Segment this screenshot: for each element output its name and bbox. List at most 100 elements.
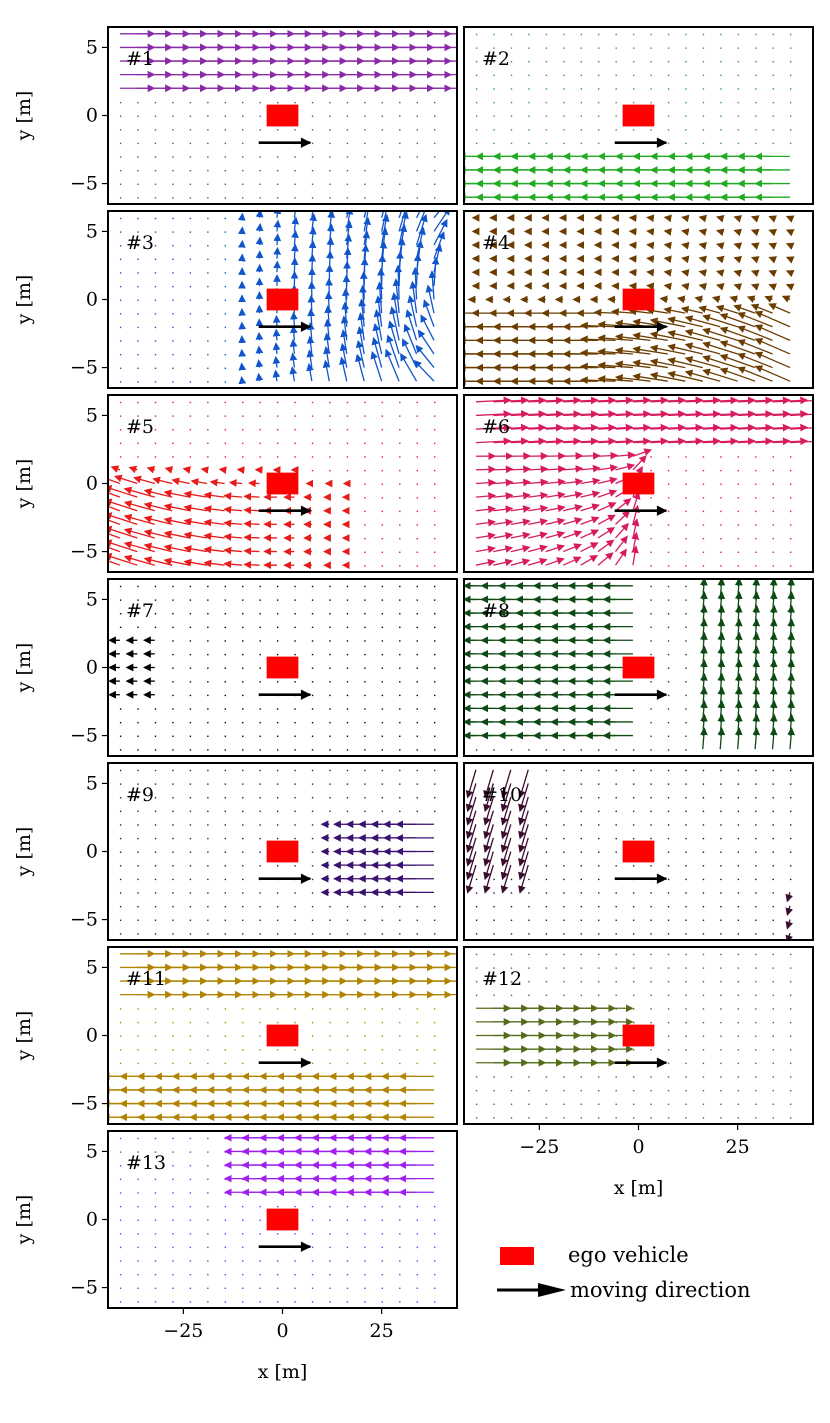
panel-3-arrow-197 [372,322,383,355]
panel-6-arrow-61 [545,437,582,446]
panel-6-arrow-128 [632,410,669,418]
panel-13-dot-57 [189,1233,192,1235]
panel-9-dot-167 [329,783,331,785]
panel-12-dot-225 [772,1062,774,1065]
panel-3-arrow-246 [433,211,441,219]
panel-12-dot-197 [737,1089,740,1092]
panel-3-arrow-233 [415,211,421,219]
panel-7-dot-143 [311,749,314,751]
panel-9-dot-25 [137,769,139,772]
panel-7-dot-9 [119,626,122,629]
panel-10-dot-58 [545,851,548,853]
x-tick-label: −25 [163,1320,203,1342]
panel-8-arrow-244 [787,591,796,614]
panel-7-dot-137 [294,653,296,656]
panel-1-dot-119 [276,169,279,172]
panel-2-dot-242 [789,88,792,90]
panel-11-dot-21 [137,1008,139,1010]
panel-12-dot-74 [563,994,565,997]
panel-6-arrow-141 [650,410,686,418]
panel-6-arrow-52 [545,557,565,566]
panel-3-dot-63 [189,231,192,233]
panel-7-dot-178 [346,626,349,629]
panel-3-dot-34 [154,272,157,274]
panel-11-dot-177 [346,1008,349,1010]
panel-6-arrow-205 [737,423,774,432]
panel-9-dot-96 [242,865,244,867]
panel-5-arrow-85 [218,466,227,474]
panel-5-dot-116 [259,401,261,404]
panel-9-dot-68 [207,892,209,894]
panel-12-dot-215 [755,1021,757,1024]
panel-6-arrow-42 [528,518,549,526]
panel-9-dot-110 [259,851,261,853]
panel-3-arrow-219 [398,211,406,232]
panel-2-dot-232 [772,47,774,49]
panel-13-dot-185 [364,1260,366,1262]
panel-12-dot-122 [632,1049,635,1051]
panel-6-arrow-124 [632,455,647,471]
panel-7-dot-207 [381,585,384,588]
panel-9-dot-14 [137,919,139,921]
panel-6-arrow-74 [563,437,599,446]
panel-10-dot-75 [563,797,565,799]
panel-6-arrow-217 [755,437,791,446]
panel-9-dot-71 [207,851,209,853]
panel-6-arrow-139 [650,437,686,446]
panel-7-dot-202 [381,653,384,656]
panel-9-dot-46 [172,837,174,840]
panel-5-dot-195 [381,565,384,567]
panel-3-dot-20 [137,285,139,288]
panel-8-dot-165 [685,626,687,629]
panel-9-dot-113 [259,810,261,813]
panel-2-dot-8 [475,88,478,90]
panel-3-dot-90 [224,217,226,220]
panel-2-dot-148 [667,129,670,131]
panel-1-dot-43 [172,142,174,145]
panel-7-dot-155 [311,585,314,588]
panel-6-dot-163 [685,469,687,472]
panel-4-arrow-164 [681,269,690,277]
panel-2-dot-153 [667,61,670,63]
panel-10-dot-60 [545,824,548,826]
panel-1-dot-162 [329,115,331,117]
panel-9-dot-87 [224,810,226,813]
panel-13-dot-42 [172,1260,174,1262]
panel-9-dot-144 [311,919,314,921]
panel-1-dot-198 [381,156,384,158]
panel-7-dot-104 [259,749,261,751]
panel-1-dot-40 [172,183,174,185]
panel-7-dot-22 [137,626,139,629]
panel-10-dot-98 [598,837,600,840]
panel-12-dot-2 [475,1089,478,1092]
panel-3-arrow-235 [415,344,435,368]
panel-3-dot-1 [119,367,122,369]
panel-3-dot-85 [224,285,226,288]
panel-10-dot-17 [493,878,495,881]
panel-5-dot-177 [346,456,349,458]
panel-6-dot-147 [667,510,670,513]
panel-1-dot-160 [329,142,331,145]
panel-5-dot-189 [364,469,366,472]
panel-7-dot-51 [172,585,174,588]
panel-3-arrow-121 [272,314,281,327]
panel-7-dot-171 [346,721,349,724]
panel-8-dot-158 [685,721,687,724]
panel-9-dot-9 [119,810,122,813]
panel-2-dot-139 [650,74,652,77]
panel-13-dot-198 [381,1260,384,1262]
panel-12-dot-182 [720,1117,722,1119]
panel-6-arrow-65 [562,556,582,566]
panel-1-dot-15 [137,169,139,172]
panel-2-dot-147 [667,142,670,145]
panel-4-arrow-192 [715,242,725,250]
panel-5-arrow-46 [164,466,174,474]
panel-2-dot-229 [772,88,774,90]
panel-1-dot-70 [207,129,209,131]
panel-12-dot-231 [772,981,774,983]
panel-12-dot-94 [598,1076,600,1078]
panel-10-dot-189 [720,837,722,840]
panel-6-dot-242 [789,456,792,458]
panel-2-dot-88 [580,61,582,63]
panel-9-dot-166 [329,797,331,799]
